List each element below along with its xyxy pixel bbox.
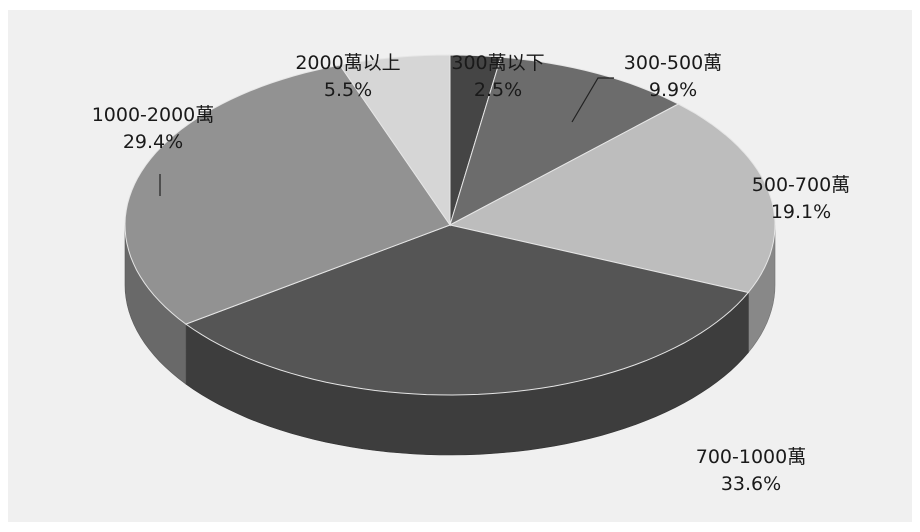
label-500-700-value: 19.1% xyxy=(770,201,832,223)
label-700-1000-value: 33.6% xyxy=(720,473,782,495)
label-300-500-value: 9.9% xyxy=(648,79,698,101)
chart-area: 300萬以下 2.5% 300-500萬 9.9% 500-700萬 19.1%… xyxy=(8,10,912,522)
label-2000-above-value: 5.5% xyxy=(323,79,373,101)
label-1000-2000-name: 1000-2000萬 xyxy=(91,104,215,126)
label-1000-2000: 1000-2000萬 29.4% xyxy=(78,102,228,156)
label-300-500: 300-500萬 9.9% xyxy=(608,50,738,104)
slice-1 xyxy=(449,56,680,227)
slice-2 xyxy=(448,103,776,294)
label-500-700: 500-700萬 19.1% xyxy=(736,172,866,226)
slice-4 xyxy=(124,64,451,325)
slice-5 xyxy=(339,54,451,227)
leader-line-300-500 xyxy=(571,77,614,123)
pie-chart xyxy=(124,54,776,456)
label-300-below-value: 2.5% xyxy=(473,79,523,101)
label-700-1000-name: 700-1000萬 xyxy=(695,446,807,468)
label-2000-above-name: 2000萬以上 xyxy=(295,52,401,74)
label-700-1000: 700-1000萬 33.6% xyxy=(676,444,826,498)
label-300-500-name: 300-500萬 xyxy=(623,52,723,74)
label-300-below-name: 300萬以下 xyxy=(451,52,545,74)
slice-3 xyxy=(184,224,750,396)
label-300-below: 300萬以下 2.5% xyxy=(428,50,568,104)
label-500-700-name: 500-700萬 xyxy=(751,174,851,196)
label-2000-above: 2000萬以上 5.5% xyxy=(273,50,423,104)
label-1000-2000-value: 29.4% xyxy=(122,131,184,153)
